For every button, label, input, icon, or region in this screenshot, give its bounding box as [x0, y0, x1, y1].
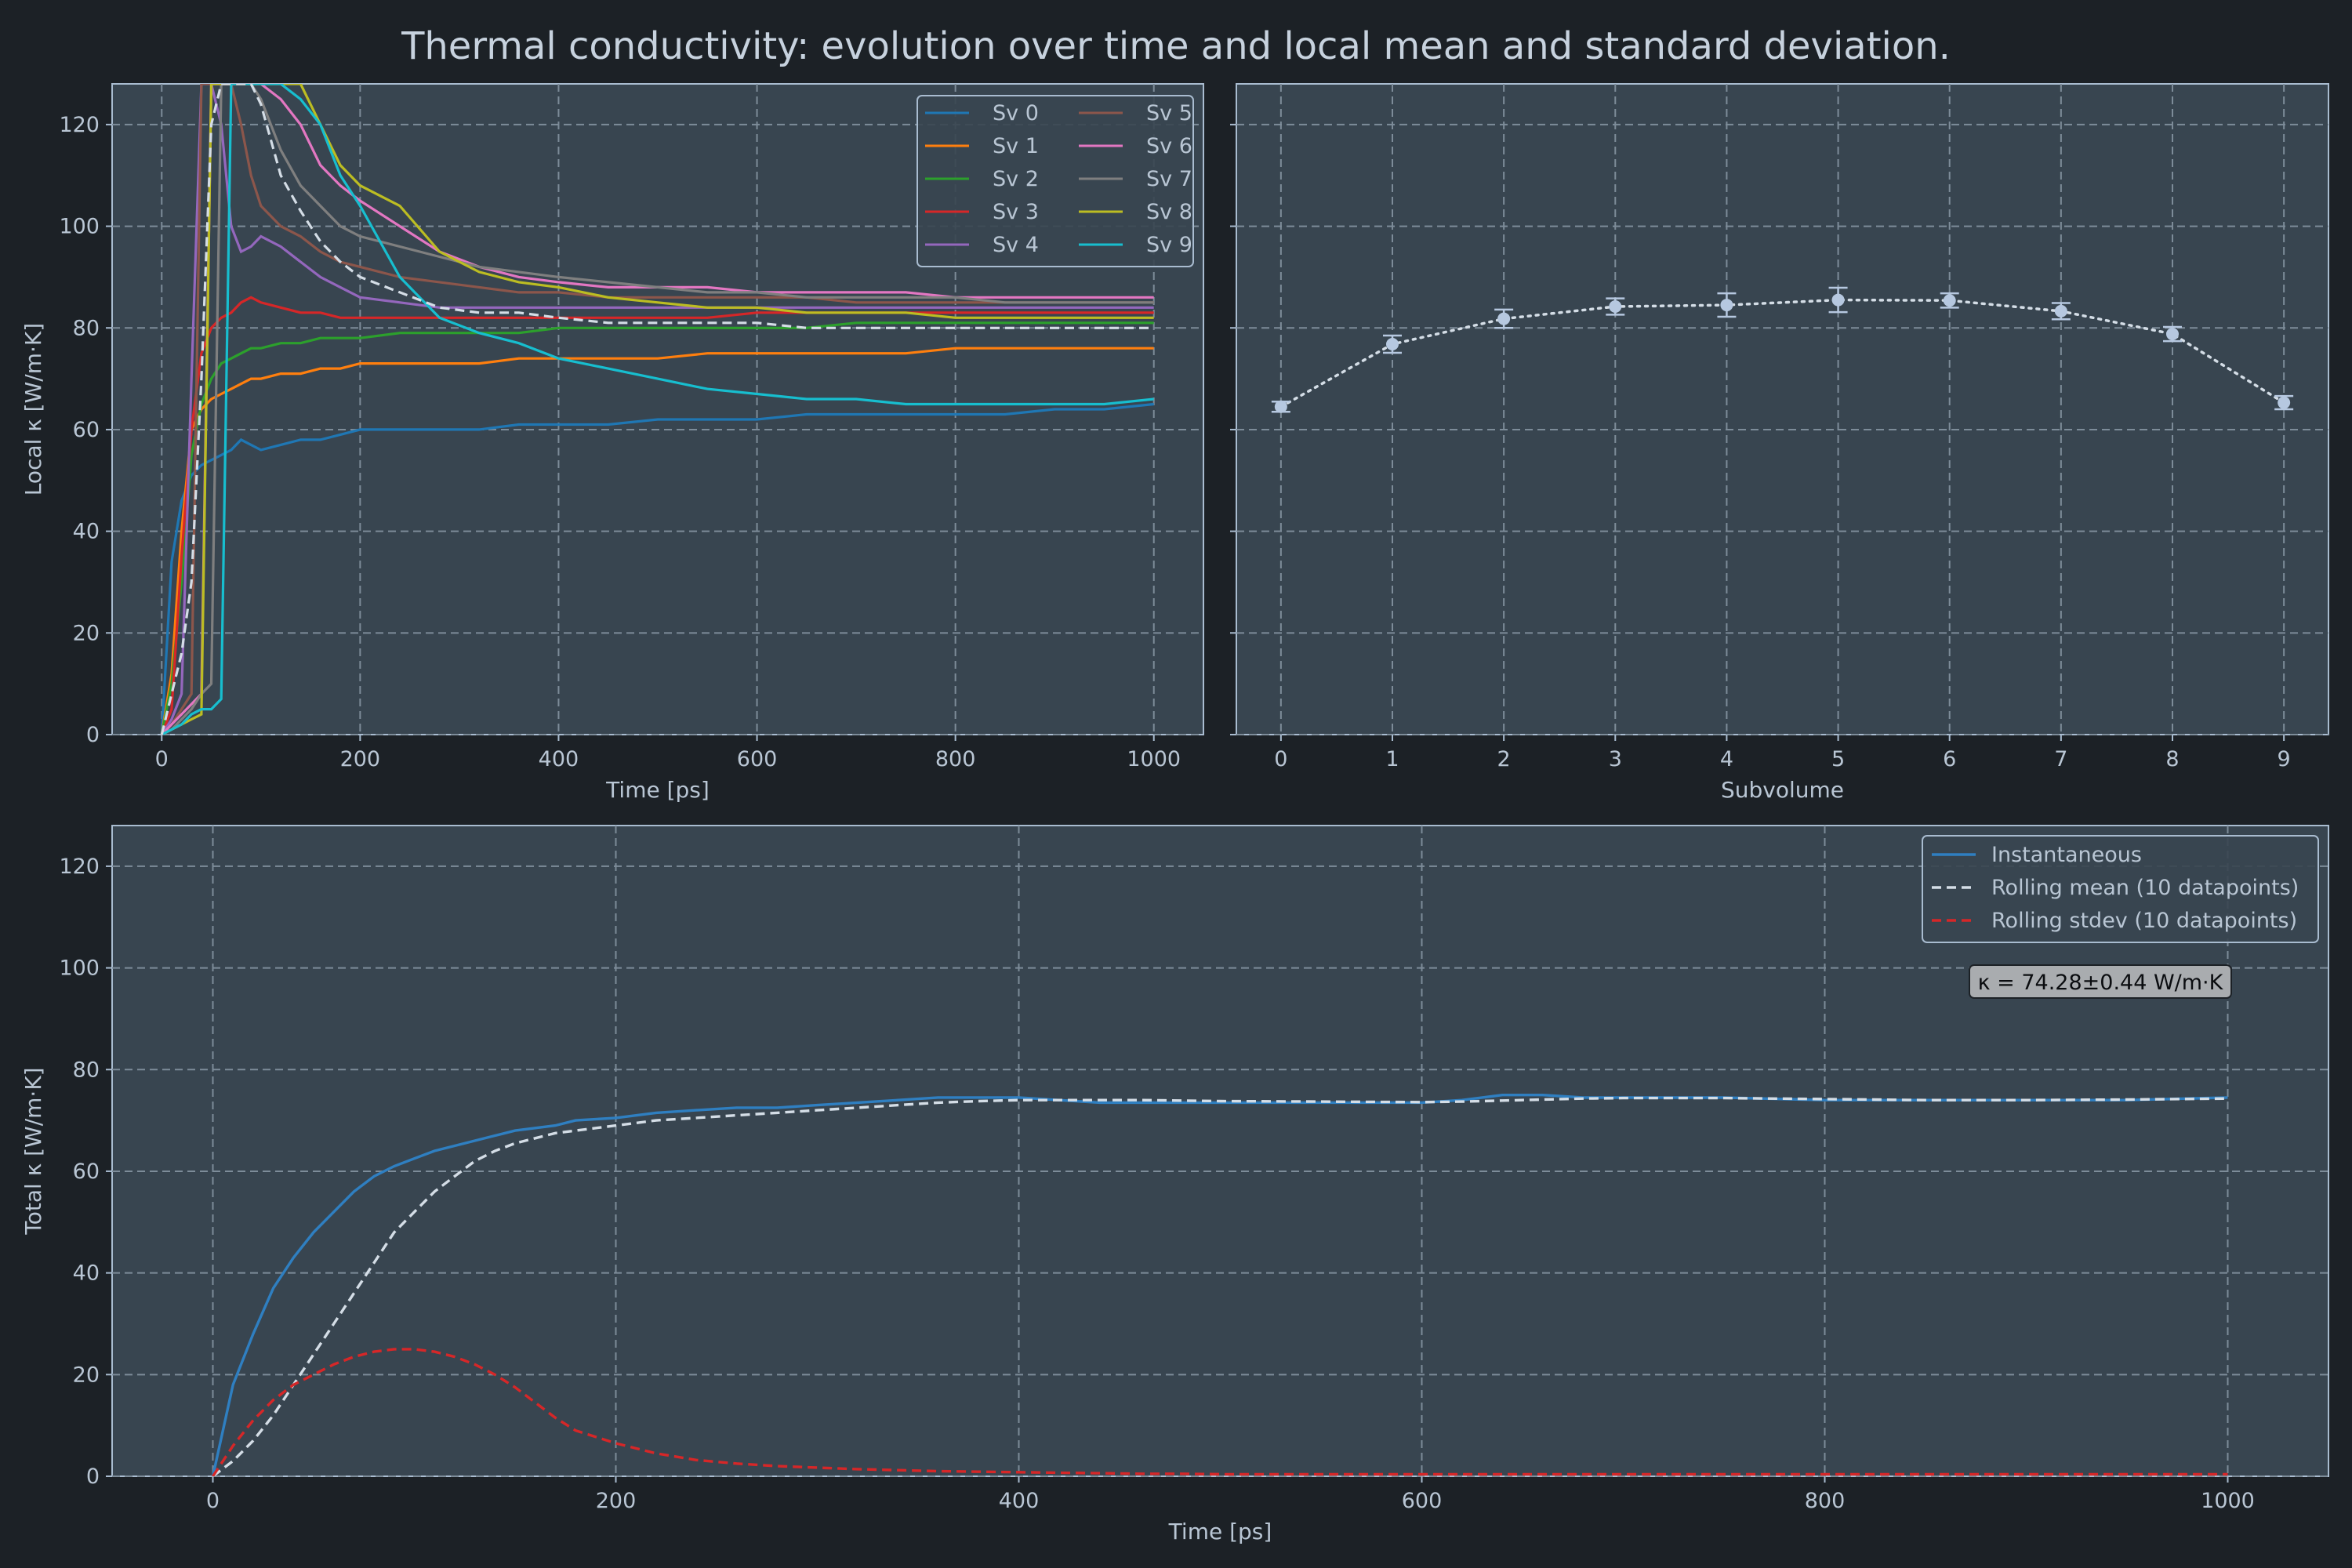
legend-label: Sv 2 [993, 167, 1039, 191]
data-point [1943, 294, 1956, 307]
plot-area [1236, 83, 2329, 735]
x-tick-label: 200 [340, 747, 381, 771]
figure-title: Thermal conductivity: evolution over tim… [401, 24, 1951, 68]
legend-label: Sv 0 [993, 101, 1039, 125]
x-tick-label: 800 [1805, 1489, 1846, 1513]
data-point [1386, 338, 1399, 350]
y-tick-label: 120 [59, 855, 100, 879]
series-line-instantaneous [211, 1093, 2228, 1476]
data-point [2054, 304, 2067, 318]
y-tick-label: 0 [86, 1465, 100, 1489]
series-group [160, 84, 1154, 735]
legend-label: Sv 4 [993, 233, 1039, 257]
x-tick-label: 7 [2054, 747, 2067, 771]
series-line-average [160, 84, 1154, 735]
series-line-sv-1 [160, 347, 1154, 735]
y-tick-label: 20 [73, 621, 100, 645]
y-tick-label: 20 [73, 1363, 100, 1387]
x-tick-label: 1 [1385, 747, 1399, 771]
x-axis-label: Time [ps] [605, 777, 710, 803]
y-axis-label: Total κ [W/m·K] [20, 1067, 46, 1235]
x-tick-label: 800 [935, 747, 976, 771]
x-tick-label: 1000 [2201, 1489, 2255, 1513]
x-tick-label: 9 [2278, 747, 2291, 771]
x-tick-label: 3 [1609, 747, 1622, 771]
local-kappa-time-panel: 0 20 40 60 80 100 120 0 200 400 600 800 1000 Time [ps… [20, 83, 1204, 803]
legend-box [1922, 835, 2319, 943]
y-tick-label: 80 [73, 1058, 100, 1082]
data-point [2166, 328, 2179, 341]
x-tick-label: 200 [596, 1489, 637, 1513]
data-point [1609, 300, 1622, 314]
x-tick-label: 0 [155, 747, 169, 771]
x-tick-label: 6 [1943, 747, 1956, 771]
y-tick-label: 60 [73, 1160, 100, 1184]
legend-label: Sv 3 [993, 200, 1039, 224]
series-group [211, 1093, 2228, 1476]
x-tick-label: 600 [737, 747, 778, 771]
y-tick-label: 0 [86, 723, 100, 747]
x-tick-label: 0 [1274, 747, 1287, 771]
legend-box [916, 95, 1194, 267]
x-tick-label: 8 [2165, 747, 2179, 771]
local-kappa-subvolume-panel: 0 1 2 3 4 5 6 7 8 9 Subvolume [1230, 83, 2329, 803]
legend: Sv 0 Sv 1 Sv 2 Sv 3 Sv 4 Sv 5 Sv 6 Sv 7 Sv 8 Sv 9 [916, 95, 1194, 267]
total-kappa-time-panel: 0 20 40 60 80 100 120 0 200 400 600 800 1000 Time [ps… [20, 825, 2329, 1544]
data-point [2278, 396, 2291, 409]
x-tick-label: 5 [1831, 747, 1845, 771]
legend: Instantaneous Rolling mean (10 datapoints… [1922, 835, 2319, 943]
x-tick-label: 400 [539, 747, 579, 771]
x-axis-label: Time [ps] [1168, 1519, 1272, 1544]
data-point [1720, 299, 1733, 312]
legend-label: Sv 8 [1146, 200, 1192, 224]
y-tick-label: 100 [59, 956, 100, 981]
legend-label: Sv 7 [1146, 167, 1192, 191]
annotation-text: κ = 74.28±0.44 W/m·K [1978, 971, 2224, 995]
x-axis-label: Subvolume [1721, 777, 1844, 803]
x-tick-label: 600 [1402, 1489, 1443, 1513]
series-line-sv-2 [160, 321, 1154, 735]
series-line-sv-9 [161, 84, 1154, 735]
series-line-sv-7 [161, 84, 1154, 735]
y-tick-label: 100 [59, 215, 100, 239]
legend-label: Sv 6 [1146, 134, 1192, 158]
series-line-sv-6 [161, 84, 1154, 735]
x-tick-label: 4 [1720, 747, 1733, 771]
annotation-box [1969, 964, 2232, 999]
legend-label: Sv 9 [1146, 233, 1192, 257]
y-axis-label: Local κ [W/m·K] [20, 323, 46, 495]
kappa-annotation: κ = 74.28±0.44 W/m·K [1969, 964, 2232, 999]
mean-connector-line [1279, 298, 2285, 408]
data-point [1274, 400, 1287, 413]
y-tick-label: 40 [73, 1261, 100, 1286]
legend-label: Rolling mean (10 datapoints) [1991, 876, 2299, 900]
legend-label: Rolling stdev (10 datapoints) [1991, 909, 2297, 933]
legend-label: Instantaneous [1991, 843, 2142, 867]
series-line-rolling [212, 1096, 2228, 1476]
y-tick-label: 60 [73, 418, 100, 442]
y-tick-label: 120 [59, 113, 100, 137]
y-tick-label: 40 [73, 520, 100, 544]
x-tick-label: 400 [999, 1489, 1040, 1513]
legend-label: Sv 1 [993, 134, 1039, 158]
x-tick-label: 0 [206, 1489, 220, 1513]
x-tick-label: 1000 [1127, 747, 1181, 771]
data-point [1831, 293, 1845, 307]
series-line-rolling [212, 1348, 2228, 1476]
legend-label: Sv 5 [1146, 101, 1192, 125]
series-line-sv-8 [161, 84, 1154, 735]
y-tick-label: 80 [73, 316, 100, 340]
data-point [1497, 312, 1511, 325]
series-line-sv-4 [160, 84, 1154, 735]
x-tick-label: 2 [1497, 747, 1511, 771]
